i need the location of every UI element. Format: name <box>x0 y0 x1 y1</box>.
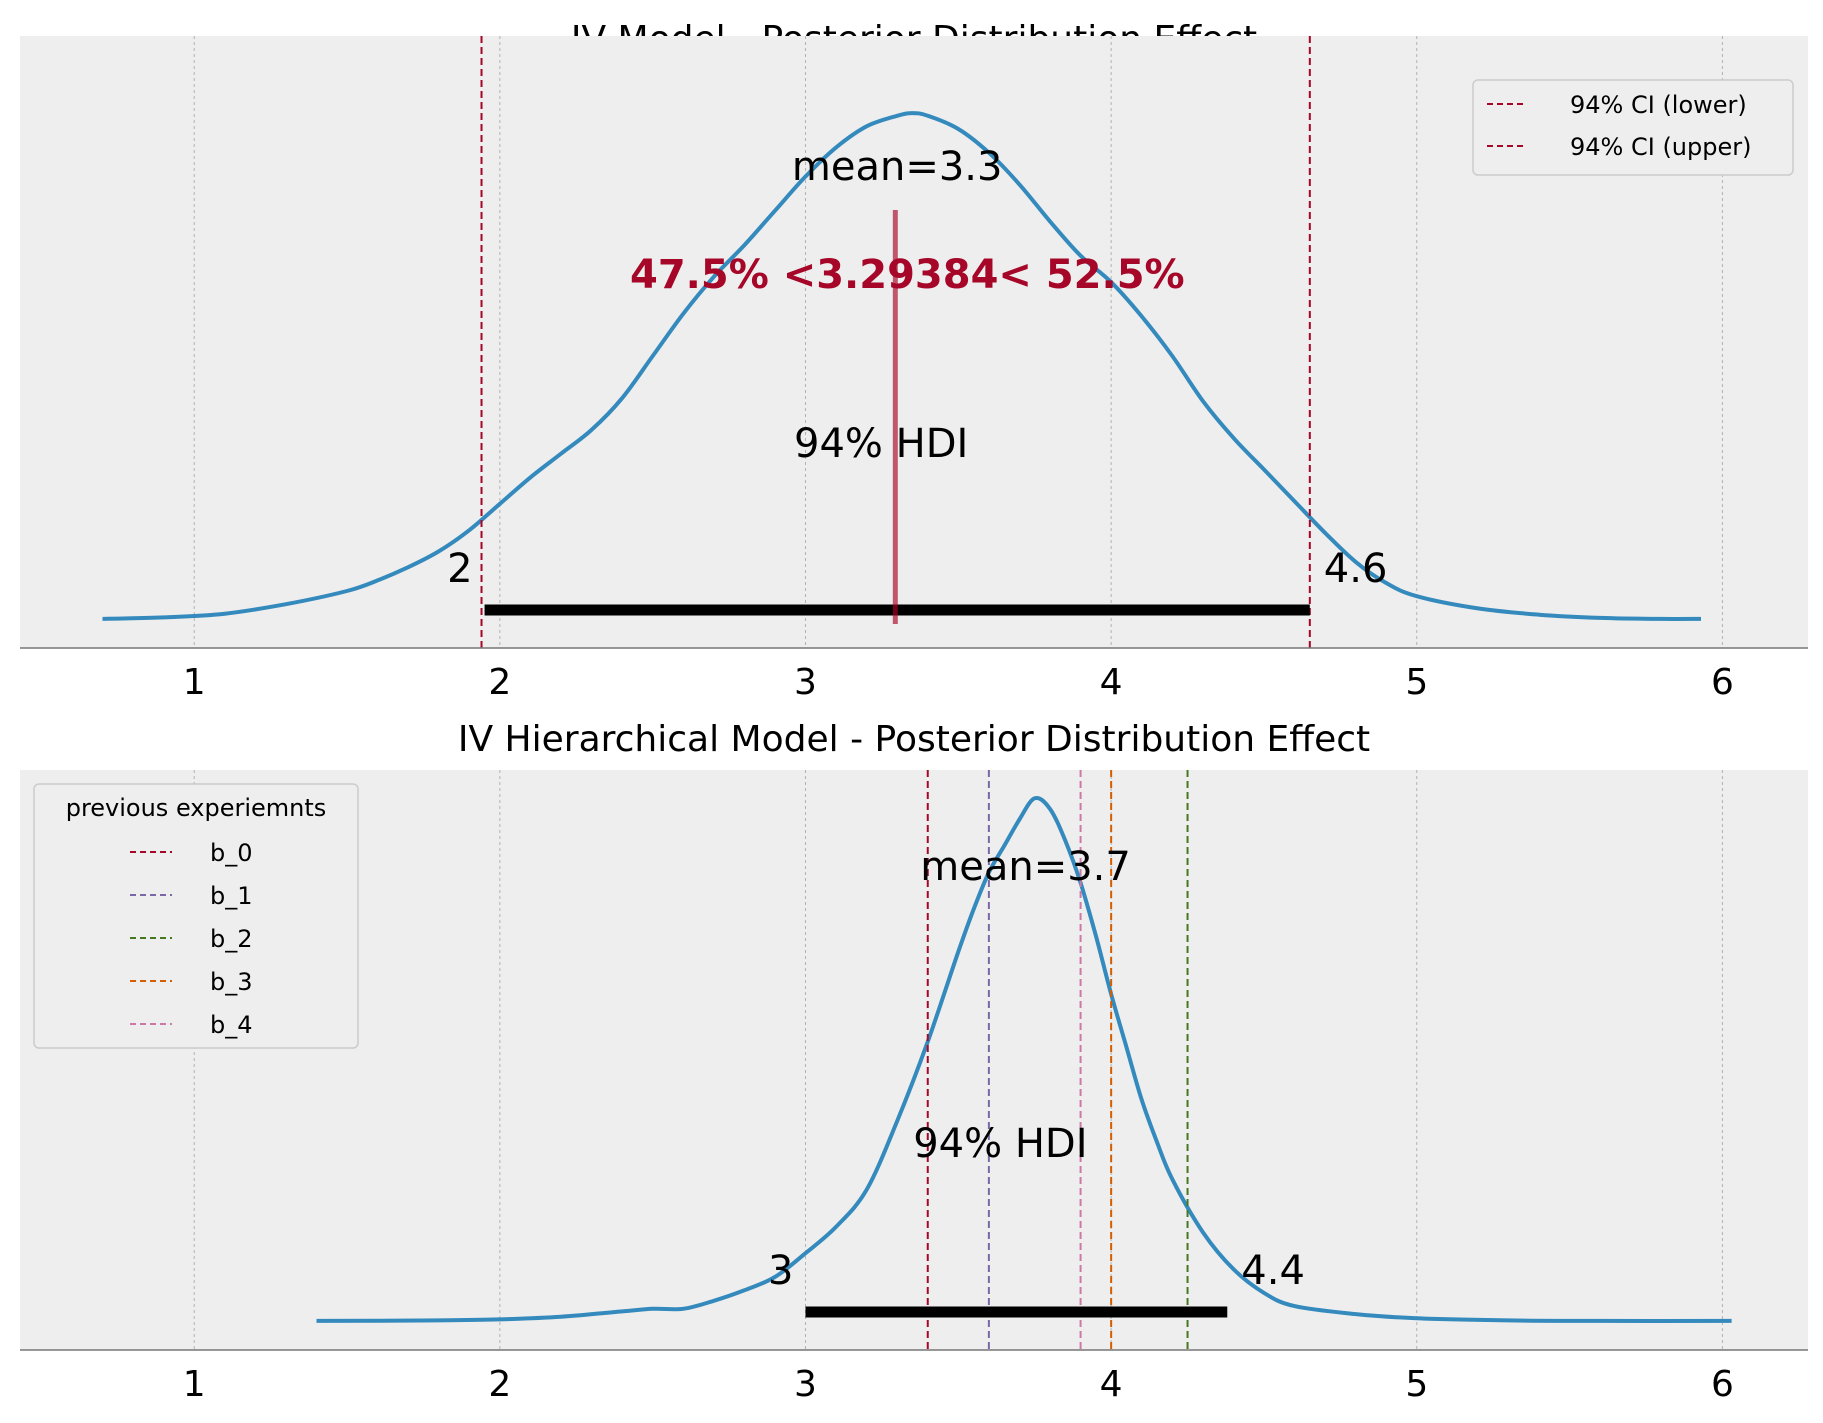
bottom-legend-box <box>33 783 359 1049</box>
bottom-hdi-high-label: 4.4 <box>1241 1248 1305 1294</box>
bottom-x-tick-label-1: 1 <box>183 1364 206 1405</box>
top-reference-label: 47.5% <3.29384< 52.5% <box>630 252 1185 298</box>
top-chart-panel: IV Model - Posterior Distribution Effect… <box>20 19 1808 703</box>
bottom-chart-title: IV Hierarchical Model - Posterior Distri… <box>458 719 1370 760</box>
bottom-mean-label: mean=3.7 <box>920 844 1131 890</box>
bottom-legend-entry-b4: b_4 <box>130 1011 253 1039</box>
bottom-legend-title: previous experiemnts <box>66 794 327 822</box>
bottom-x-tick-label-4: 4 <box>1100 1364 1123 1405</box>
bottom-legend: previous experiemnts b_0 b_1 b_2 b_3 b_4 <box>33 783 359 1049</box>
top-x-tick-label-1: 1 <box>183 662 206 703</box>
bottom-experiment-lines <box>926 770 1189 1350</box>
top-hdi-low-label: 2 <box>447 546 472 592</box>
bottom-chart-panel: IV Hierarchical Model - Posterior Distri… <box>20 719 1808 1405</box>
bottom-posterior-curve <box>316 795 1732 1323</box>
top-posterior-curve <box>102 111 1702 621</box>
top-x-tick-label-2: 2 <box>488 662 511 703</box>
top-legend-label-upper: 94% CI (upper) <box>1570 133 1751 161</box>
top-x-tick-labels: 1 2 3 4 5 6 <box>183 662 1734 703</box>
top-ci-lines <box>480 36 1311 648</box>
bottom-x-tick-labels: 1 2 3 4 5 6 <box>183 1364 1734 1405</box>
bottom-x-tick-label-6: 6 <box>1711 1364 1734 1405</box>
top-x-tick-label-6: 6 <box>1711 662 1734 703</box>
top-hdi-high-label: 4.6 <box>1324 546 1388 592</box>
top-x-tick-label-4: 4 <box>1100 662 1123 703</box>
top-mean-label: mean=3.3 <box>792 144 1003 190</box>
top-legend-label-lower: 94% CI (lower) <box>1570 91 1747 119</box>
top-legend: 94% CI (lower) 94% CI (upper) <box>1472 79 1794 176</box>
legend-label-b2: b_2 <box>210 925 253 953</box>
bottom-legend-entry-b0: b_0 <box>130 839 253 867</box>
top-hdi-label: 94% HDI <box>794 421 968 467</box>
top-x-tick-label-3: 3 <box>794 662 817 703</box>
bottom-hdi-low-label: 3 <box>768 1248 793 1294</box>
legend-label-b4: b_4 <box>210 1011 253 1039</box>
bottom-legend-entry-b3: b_3 <box>130 968 253 996</box>
bottom-x-tick-label-3: 3 <box>794 1364 817 1405</box>
bottom-hdi-label: 94% HDI <box>913 1121 1087 1167</box>
top-x-tick-label-5: 5 <box>1405 662 1428 703</box>
legend-label-b0: b_0 <box>210 839 253 867</box>
bottom-legend-entry-b2: b_2 <box>130 925 253 953</box>
bottom-x-tick-label-2: 2 <box>488 1364 511 1405</box>
bottom-x-tick-label-5: 5 <box>1405 1364 1428 1405</box>
legend-label-b1: b_1 <box>210 882 253 910</box>
top-legend-box <box>1472 79 1794 176</box>
bottom-legend-entry-b1: b_1 <box>130 882 253 910</box>
legend-label-b3: b_3 <box>210 968 253 996</box>
